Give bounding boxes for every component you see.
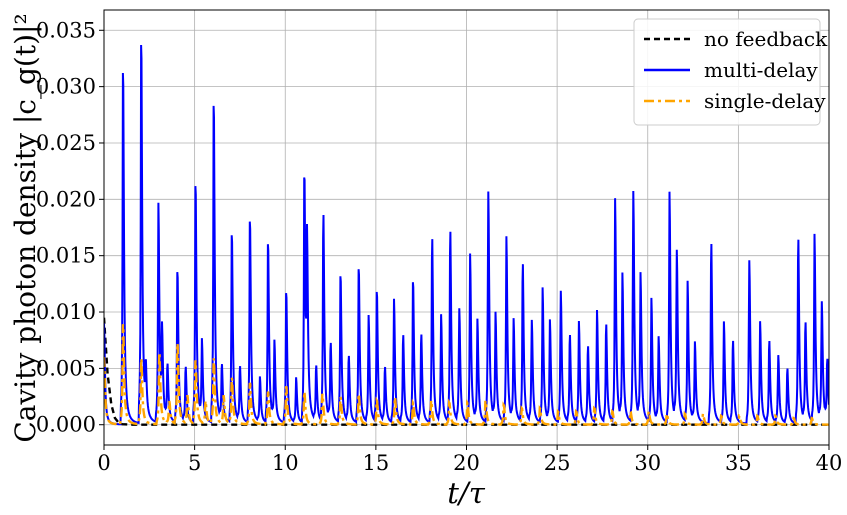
y-tick-label: 0.000 [36,413,96,437]
x-tick-label: 25 [544,451,571,475]
x-tick-label: 15 [363,451,390,475]
legend-label: multi-delay [704,58,818,82]
x-tick-label: 10 [272,451,299,475]
legend-box [633,18,821,126]
ticks: 0 5 10 15 20 25 30 35 40 0.000 0.005 0.010 0.015 0.02… [36,18,842,475]
x-tick-label: 35 [725,451,752,475]
y-tick-label: 0.025 [36,131,96,155]
y-tick-label: 0.015 [36,244,96,268]
series-line-single-delay [104,324,829,426]
y-axis-title: Cavity photon density |c_g(t)|² [9,13,42,442]
y-tick-label: 0.010 [36,300,96,324]
x-tick-label: 20 [453,451,480,475]
y-tick-label: 0.035 [36,18,96,42]
x-tick-label: 30 [634,451,661,475]
x-tick-label: 40 [816,451,843,475]
x-tick-label: 0 [97,451,110,475]
y-tick-label: 0.005 [36,356,96,380]
y-tick-label: 0.030 [36,75,96,99]
x-tick-label: 5 [188,451,201,475]
plot-lines [104,44,829,426]
legend-label: no feedback [704,27,828,51]
legend-label: single-delay [704,89,826,113]
legend: no feedback multi-delay single-delay [633,18,828,126]
y-tick-label: 0.020 [36,187,96,211]
x-axis-title: t/τ [447,476,485,510]
